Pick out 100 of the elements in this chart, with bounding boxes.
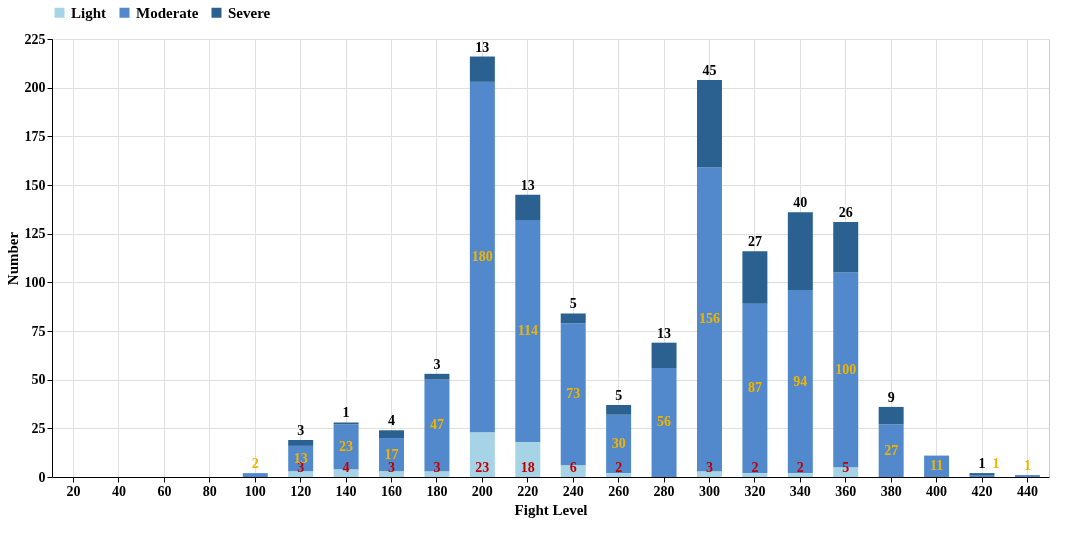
data-label: 6 <box>569 460 577 475</box>
x-tick-label: 380 <box>880 483 902 499</box>
data-label: 27 <box>747 234 762 250</box>
bar <box>696 79 722 168</box>
bar <box>651 342 677 368</box>
data-label: 73 <box>566 386 581 402</box>
data-label: 13 <box>657 325 672 341</box>
bar <box>878 406 904 425</box>
x-tick-label: 20 <box>66 483 81 499</box>
x-tick-label: 340 <box>789 483 811 499</box>
bar <box>515 220 541 442</box>
bar <box>787 212 813 291</box>
data-label: 114 <box>517 323 538 338</box>
x-tick-label: 120 <box>290 483 312 499</box>
data-label: 5 <box>615 387 623 403</box>
data-label: 47 <box>429 417 444 433</box>
bar <box>379 471 405 477</box>
data-label: 56 <box>657 414 672 430</box>
bar <box>469 432 495 477</box>
bar <box>515 194 541 221</box>
y-tick-label: 175 <box>24 128 46 144</box>
y-tick-label: 0 <box>38 469 46 485</box>
bar <box>878 424 904 477</box>
bar <box>288 471 314 477</box>
data-label: 94 <box>793 373 808 389</box>
data-label: 27 <box>884 442 899 458</box>
data-label: 1 <box>992 456 1000 472</box>
data-label: 13 <box>520 177 535 193</box>
x-tick-label: 200 <box>471 483 493 499</box>
bar <box>606 473 632 477</box>
x-tick-label: 440 <box>1016 483 1038 499</box>
data-label: 18 <box>520 460 535 475</box>
data-label: 3 <box>433 356 441 372</box>
data-label: 180 <box>471 249 493 265</box>
data-label: 2 <box>615 460 623 475</box>
x-tick-label: 60 <box>157 483 172 499</box>
bar <box>742 473 768 477</box>
bar <box>606 404 632 415</box>
data-label: 4 <box>342 460 350 475</box>
data-label: 5 <box>569 296 577 312</box>
data-label: 87 <box>747 380 762 396</box>
x-tick-label: 300 <box>698 483 720 499</box>
data-label: 2 <box>796 460 804 475</box>
legend-label: Severe <box>228 4 271 21</box>
y-tick-label: 100 <box>24 274 46 290</box>
data-label: 2 <box>751 460 759 475</box>
y-tick-label: 125 <box>24 226 46 242</box>
data-label: 40 <box>793 195 808 211</box>
x-tick-label: 220 <box>517 483 539 499</box>
data-label: 3 <box>705 460 713 475</box>
legend-label: Moderate <box>136 4 199 21</box>
bar <box>379 430 405 439</box>
x-tick-label: 320 <box>744 483 766 499</box>
data-label: 3 <box>433 460 441 475</box>
data-label: 5 <box>842 460 850 475</box>
data-label: 1 <box>978 456 986 472</box>
data-label: 30 <box>611 435 626 451</box>
data-label: 100 <box>835 361 857 377</box>
bar <box>742 303 768 474</box>
bar <box>651 367 677 477</box>
x-tick-label: 160 <box>381 483 403 499</box>
data-label: 1 <box>342 405 350 421</box>
x-tick-label: 180 <box>426 483 448 499</box>
x-axis-title: Fight Level <box>514 501 588 518</box>
bar <box>696 167 722 472</box>
bar <box>288 440 314 446</box>
data-label: 9 <box>887 389 895 405</box>
x-tick-label: 280 <box>653 483 675 499</box>
x-tick-label: 360 <box>835 483 857 499</box>
bar <box>469 56 495 82</box>
data-label: 17 <box>384 446 399 462</box>
data-label: 3 <box>388 460 396 475</box>
data-label: 23 <box>339 438 354 454</box>
bar <box>424 373 450 380</box>
bar <box>242 473 268 477</box>
x-tick-label: 420 <box>971 483 993 499</box>
y-tick-label: 225 <box>24 31 46 47</box>
data-label: 26 <box>838 204 853 220</box>
x-tick-label: 80 <box>202 483 217 499</box>
data-label: 3 <box>297 423 305 439</box>
x-tick-label: 40 <box>112 483 126 499</box>
y-tick-label: 75 <box>31 323 46 339</box>
bar <box>469 81 495 433</box>
bar <box>833 221 859 273</box>
data-label: 4 <box>388 413 396 429</box>
data-label: 45 <box>702 62 717 78</box>
bar <box>742 251 768 304</box>
y-tick-label: 25 <box>31 420 46 436</box>
x-tick-label: 400 <box>926 483 948 499</box>
y-axis-title: Number <box>4 231 21 286</box>
y-tick-label: 200 <box>24 80 46 96</box>
data-label: 2 <box>251 456 259 472</box>
bar <box>787 290 813 474</box>
bar <box>696 471 722 477</box>
data-label: 156 <box>698 311 720 327</box>
data-label: 13 <box>475 39 490 55</box>
y-tick-label: 150 <box>24 177 46 193</box>
x-tick-label: 260 <box>608 483 630 499</box>
x-tick-label: 140 <box>335 483 357 499</box>
bar <box>424 471 450 477</box>
